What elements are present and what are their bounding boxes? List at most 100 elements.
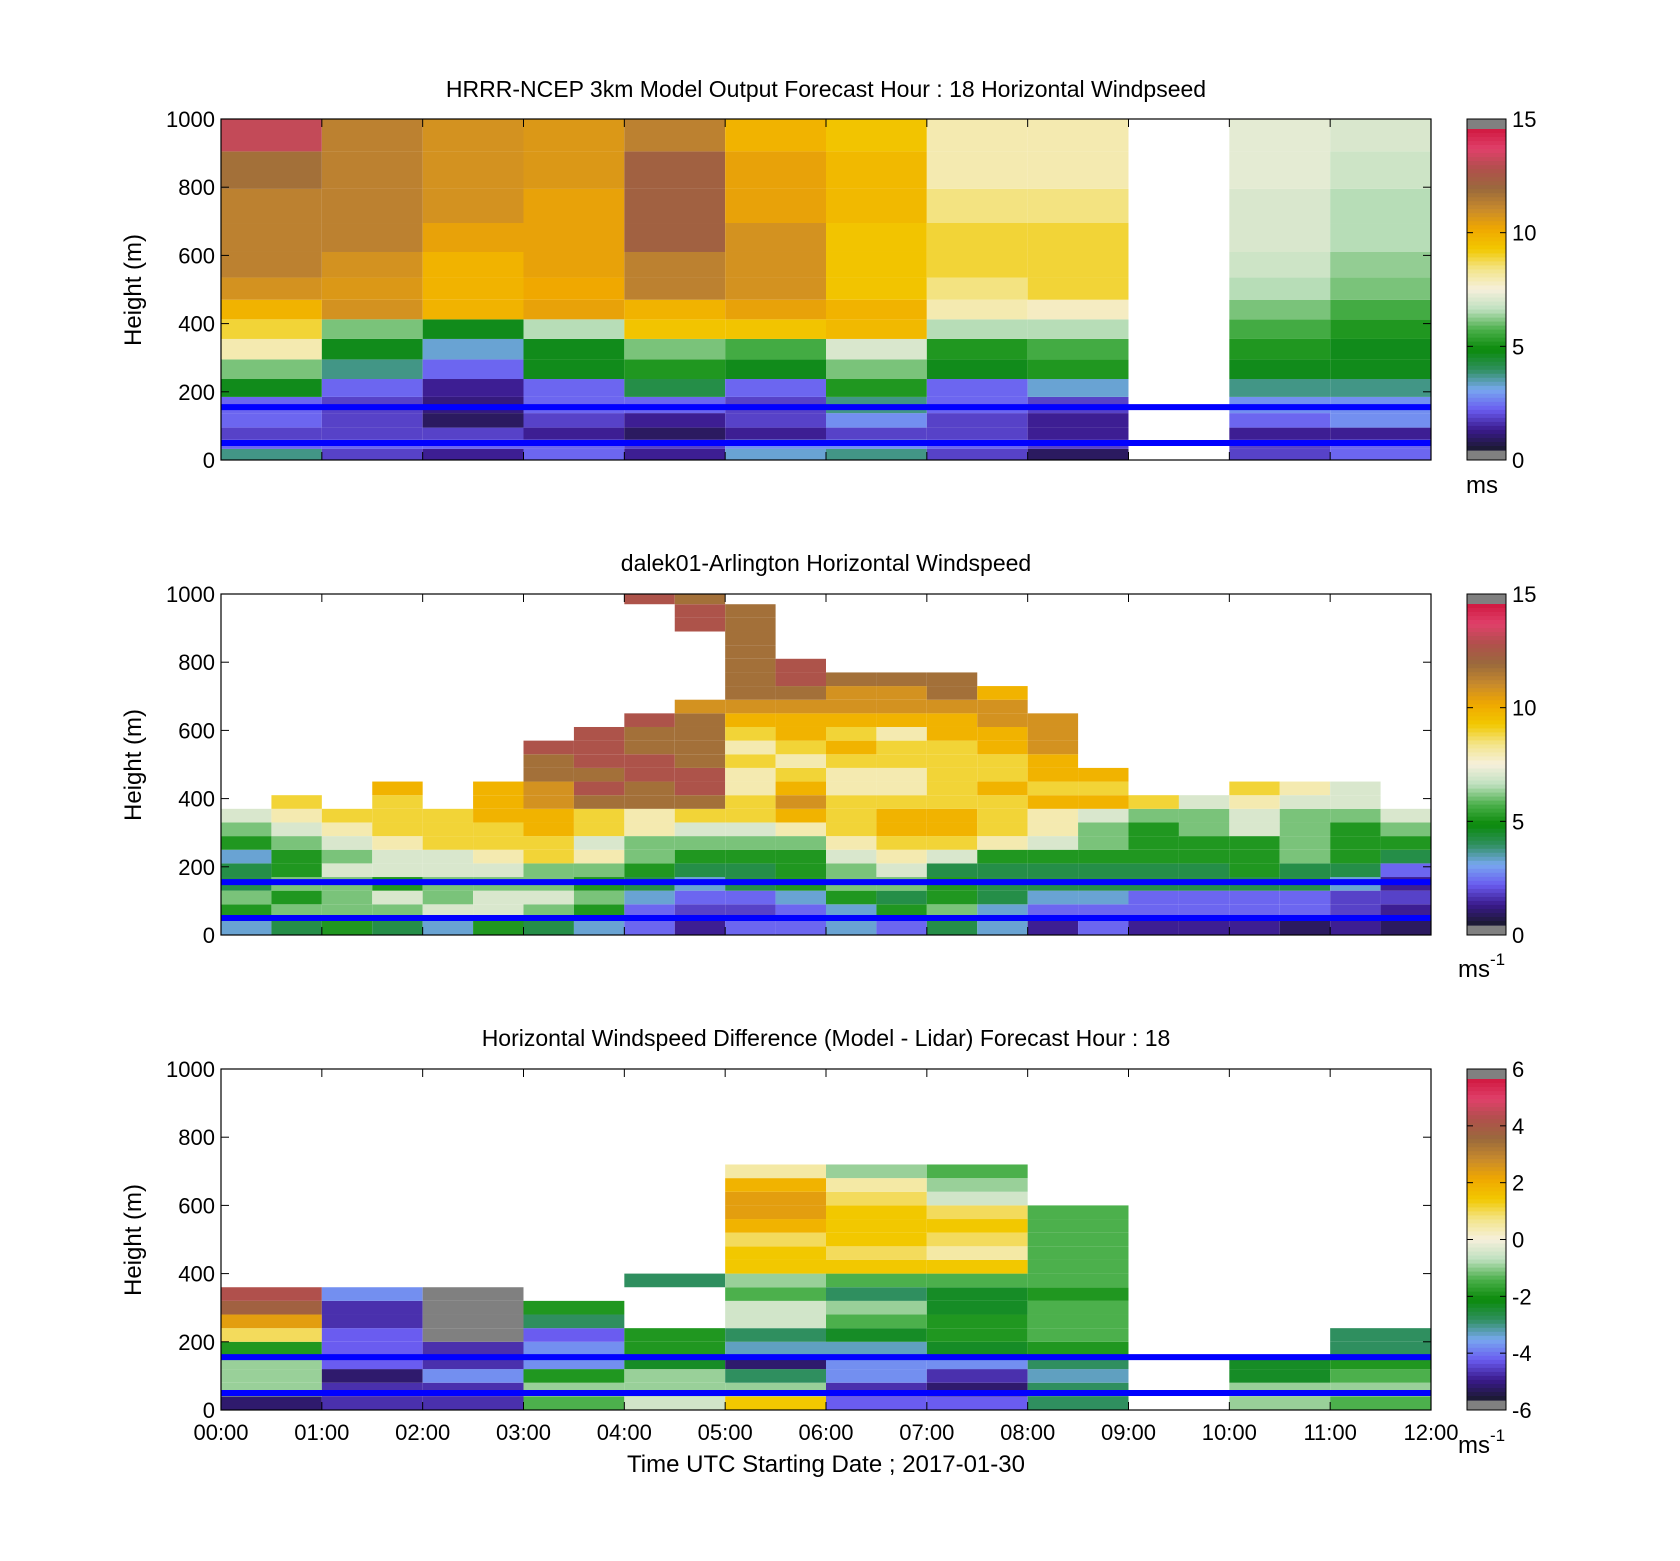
colorbar-step — [1467, 1135, 1506, 1140]
colorbar-step — [1467, 1111, 1506, 1116]
colorbar: -6 -4 -2 0 2 4 6 — [1466, 1057, 1532, 1423]
colorbar-step — [1467, 297, 1506, 303]
heatmap-cell — [624, 594, 675, 605]
colorbar-step — [1467, 1211, 1506, 1217]
heatmap-cell — [1330, 917, 1381, 935]
heatmap-cell — [523, 1341, 625, 1356]
heatmap-cell — [372, 822, 423, 837]
colorbar-step — [1467, 1147, 1506, 1152]
colorbar-step — [1467, 1367, 1506, 1373]
heatmap-cell — [422, 890, 474, 905]
heatmap-cell — [473, 781, 524, 796]
heatmap-cell — [1330, 904, 1381, 918]
heatmap-cell — [321, 849, 373, 864]
colorbar-tick-label: 4 — [1512, 1114, 1524, 1139]
y-axis-label: Height (m) — [120, 234, 147, 346]
heatmap-cell — [573, 904, 625, 918]
colorbar-step — [1467, 784, 1506, 790]
heatmap-cell — [826, 1287, 927, 1301]
heatmap-cell — [1027, 904, 1079, 918]
heatmap-cell — [1128, 849, 1179, 864]
colorbar-step — [1467, 173, 1506, 178]
heatmap-cell — [1178, 904, 1230, 918]
colorbar-step — [1467, 688, 1506, 693]
colorbar-step — [1467, 1203, 1506, 1208]
colorbar-step — [1467, 872, 1506, 878]
heatmap-cell — [221, 1287, 322, 1301]
heatmap-cell — [1330, 822, 1381, 837]
heatmap-cell — [422, 413, 524, 428]
colorbar-step — [1467, 425, 1506, 431]
heatmap-cell — [826, 904, 877, 918]
heatmap-cell — [1279, 822, 1331, 837]
colorbar-step — [1467, 800, 1506, 806]
heatmap-cell — [725, 836, 776, 850]
heatmap-cell — [1229, 808, 1280, 823]
heatmap-cell — [321, 1341, 423, 1356]
heatmap-cell — [372, 808, 423, 823]
heatmap-cell — [725, 1287, 826, 1301]
heatmap-cell — [926, 822, 978, 837]
heatmap-cell — [725, 917, 776, 935]
heatmap-cell — [422, 251, 524, 278]
heatmap-cell — [1229, 359, 1331, 380]
heatmap-cell — [221, 1328, 322, 1342]
heatmap-cell — [221, 251, 322, 278]
heatmap-cell — [1229, 448, 1331, 460]
colorbar-step — [1467, 137, 1506, 142]
colorbar-step — [1467, 912, 1506, 918]
colorbar-step — [1467, 189, 1506, 194]
heatmap-cell — [1027, 188, 1129, 223]
heatmap-cell — [977, 822, 1028, 837]
colorbar-step — [1467, 193, 1506, 198]
colorbar-under-swatch — [1467, 1400, 1506, 1410]
heatmap-cell — [926, 448, 1028, 460]
colorbar-step — [1467, 696, 1506, 701]
heatmap-cell — [826, 251, 927, 278]
x-tick-label: 07:00 — [899, 1420, 954, 1445]
colorbar-step — [1467, 1263, 1506, 1269]
heatmap-cell — [725, 808, 776, 823]
colorbar-step — [1467, 852, 1506, 858]
heatmap-cell — [725, 427, 826, 440]
colorbar-step — [1467, 832, 1506, 838]
heatmap-cell — [977, 849, 1028, 864]
colorbar-step — [1467, 1331, 1506, 1337]
heatmap-cell — [221, 904, 272, 918]
heatmap-cell — [725, 413, 826, 428]
heatmap-cell — [826, 1396, 927, 1410]
heatmap-cell — [926, 223, 1028, 252]
heatmap-cell — [321, 917, 373, 935]
heatmap-cell — [1279, 917, 1331, 935]
heatmap-cell — [1178, 836, 1230, 850]
heatmap-cell — [1078, 863, 1129, 878]
heatmap-cell — [422, 119, 524, 152]
y-axis-label: Height (m) — [120, 1184, 147, 1296]
heatmap-cell — [1330, 359, 1431, 380]
heatmap-cell — [523, 795, 574, 809]
heatmap-cell — [926, 890, 978, 905]
colorbar-step — [1467, 1095, 1506, 1100]
heatmap-cell — [1279, 849, 1331, 864]
heatmap-cell — [826, 767, 877, 782]
heatmap-cell — [372, 904, 423, 918]
x-axis-label: Time UTC Starting Date ; 2017-01-30 — [627, 1451, 1025, 1478]
colorbar-over-swatch — [1467, 594, 1506, 604]
heatmap-cell — [876, 836, 927, 850]
colorbar-tick-label: -6 — [1512, 1398, 1532, 1423]
heatmap-cell — [221, 1369, 322, 1383]
heatmap-cell — [725, 726, 776, 741]
heatmap-cell — [977, 686, 1028, 700]
heatmap-cell — [926, 740, 978, 755]
heatmap-cell — [1027, 338, 1129, 360]
heatmap-cell — [523, 849, 574, 864]
heatmap-cell — [725, 699, 776, 714]
colorbar-tick-label: 15 — [1512, 582, 1536, 607]
colorbar-step — [1467, 772, 1506, 778]
colorbar-over-swatch — [1467, 119, 1506, 129]
heatmap-cell — [1178, 863, 1230, 878]
heatmap-cell — [674, 699, 726, 714]
heatmap-cell — [826, 781, 877, 796]
heatmap-cell — [926, 1259, 1028, 1274]
heatmap-cell — [221, 1341, 322, 1356]
